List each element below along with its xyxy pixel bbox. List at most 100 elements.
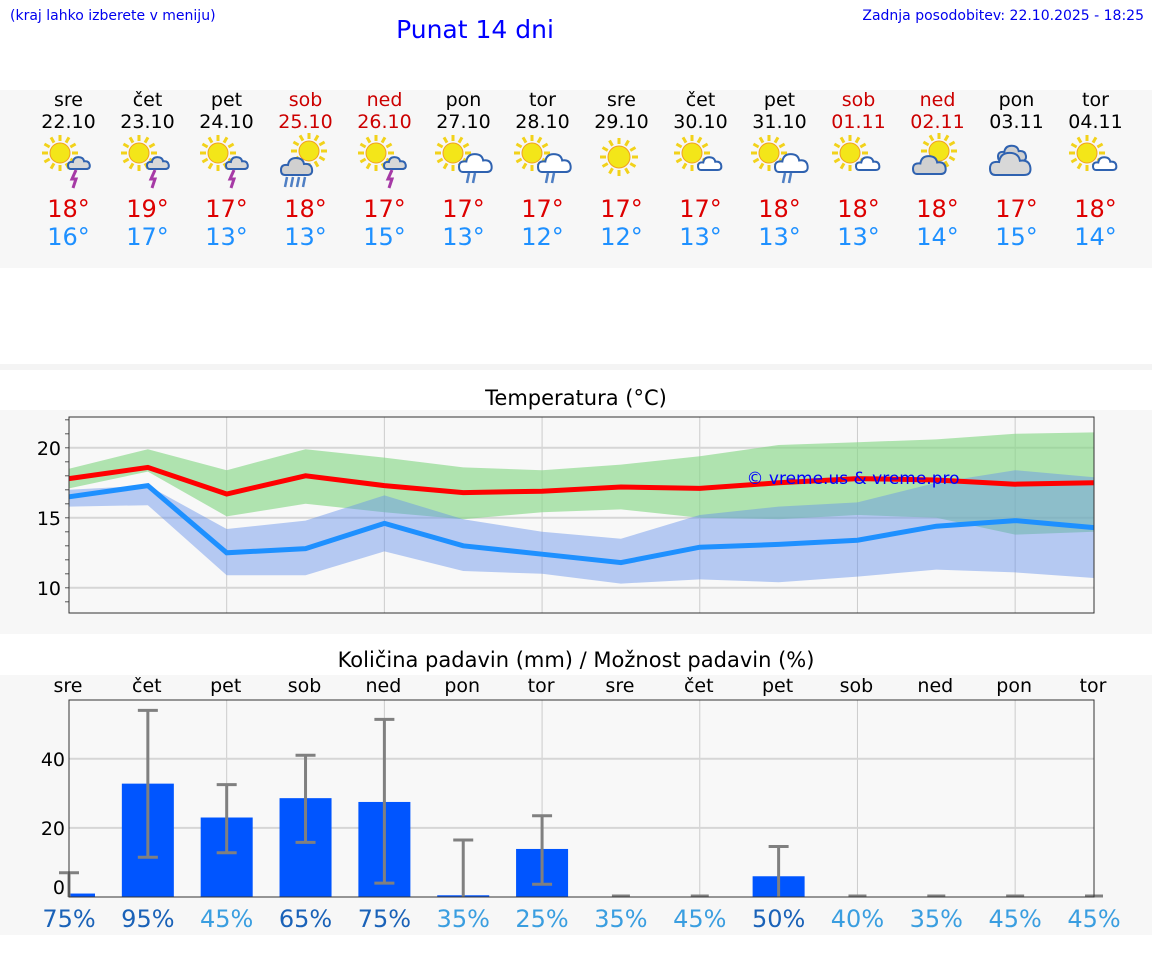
sun-cloud-rain-icon [513, 135, 572, 184]
day-date: 28.10 [515, 111, 570, 133]
day-forecast: tor 28.10 17° 12° [503, 90, 582, 251]
x-category-label: sob [288, 675, 322, 697]
x-category-label: čet [684, 675, 714, 697]
precip-probability: 45% [200, 905, 253, 933]
max-temp: 17° [363, 195, 406, 223]
min-temp: 13° [837, 223, 880, 251]
max-temp: 18° [758, 195, 801, 223]
max-temp: 17° [679, 195, 722, 223]
day-forecast: sob 25.10 18° 13° [266, 89, 345, 252]
sun-icon [599, 138, 638, 176]
max-temp: 17° [521, 195, 564, 223]
sun-small-cloud-icon [673, 135, 722, 172]
x-category-label: tor [1080, 675, 1107, 697]
precip-probability: 35% [910, 905, 963, 933]
day-name: ned [366, 89, 403, 111]
precipitation-chart: 0 20 40 sre 75% čet 95% pet 45% sob 65% ned 75% pon 35… [0, 675, 1152, 935]
max-temp: 19° [126, 195, 169, 223]
x-category-label: pon [996, 675, 1032, 697]
x-category-label: čet [132, 675, 162, 697]
max-temp: 18° [916, 195, 959, 223]
precip-probability: 40% [831, 905, 884, 933]
day-date: 31.10 [752, 111, 807, 133]
sun-cloud-thunder-icon [41, 135, 91, 189]
min-temp: 13° [442, 223, 485, 251]
day-forecast: čet 30.10 17° 13° [661, 90, 740, 252]
day-forecast: sob 01.11 18° 13° [819, 89, 898, 252]
precip-probability: 50% [752, 905, 805, 933]
day-name: sre [54, 89, 83, 111]
y-tick-label: 0 [53, 877, 65, 899]
day-date: 24.10 [199, 111, 254, 133]
min-temp: 16° [47, 223, 90, 251]
sun-small-cloud-icon [831, 135, 880, 172]
temperature-chart: 10 15 20 © vreme.us & vreme.pro [0, 410, 1152, 634]
max-temp: 17° [600, 195, 643, 223]
sun-grey-cloud-icon [911, 133, 957, 175]
min-temp: 15° [995, 223, 1038, 251]
sun-cloud-rain-icon [750, 135, 809, 184]
day-name: sob [841, 89, 876, 111]
min-temp: 13° [758, 223, 801, 251]
precip-probability: 45% [673, 905, 726, 933]
sun-small-cloud-icon [1068, 135, 1117, 172]
x-category-label: sre [54, 675, 83, 697]
y-tick-label: 20 [41, 818, 65, 840]
daily-forecast-strip: sre 22.10 18° 16° čet 23.10 19° 17° pet 24… [0, 90, 1152, 268]
y-tick-label: 10 [37, 578, 61, 600]
day-date: 02.11 [910, 111, 965, 133]
min-temp: 13° [679, 223, 722, 251]
day-date: 23.10 [120, 111, 175, 133]
day-date: 22.10 [41, 111, 96, 133]
temperature-chart-title: Temperatura (°C) [485, 386, 667, 410]
sun-cloud-thunder-icon [199, 135, 249, 189]
day-forecast: sre 22.10 18° 16° [29, 89, 108, 252]
day-date: 30.10 [673, 111, 728, 133]
precip-bar [69, 893, 95, 897]
precip-probability: 45% [1067, 905, 1120, 933]
max-temp: 17° [442, 195, 485, 223]
day-date: 26.10 [357, 111, 412, 133]
plot-frame [68, 416, 1095, 614]
day-name: sre [607, 89, 636, 111]
max-range-band [69, 432, 1094, 535]
sun-cloud-thunder-icon [357, 135, 407, 189]
max-temp: 18° [837, 195, 880, 223]
precipitation-chart-title: Količina padavin (mm) / Možnost padavin … [337, 648, 815, 672]
day-forecast: pet 31.10 18° 13° [740, 90, 819, 251]
plot-frame [68, 699, 1095, 898]
day-forecast: pon 27.10 17° 13° [424, 90, 503, 251]
min-temp: 13° [205, 223, 248, 251]
day-name: pet [210, 89, 243, 111]
day-forecast: čet 23.10 19° 17° [108, 90, 187, 252]
min-temp: 14° [916, 223, 959, 251]
day-date: 25.10 [278, 111, 333, 133]
day-name: sob [288, 89, 323, 111]
min-temp: 12° [521, 223, 564, 251]
x-category-label: pet [210, 675, 241, 697]
day-date: 04.11 [1068, 111, 1123, 133]
precip-probability: 75% [42, 905, 95, 933]
min-temp-line [68, 482, 1095, 566]
day-date: 01.11 [831, 111, 886, 133]
day-date: 03.11 [989, 111, 1044, 133]
precip-probability: 45% [988, 905, 1041, 933]
day-forecast: tor 04.11 18° 14° [1056, 89, 1135, 252]
x-category-label: tor [528, 675, 555, 697]
overcast-icon [988, 144, 1031, 176]
x-category-label: sob [840, 675, 874, 697]
min-temp: 17° [126, 223, 169, 251]
day-forecast: pet 24.10 17° 13° [187, 89, 266, 252]
min-temp: 12° [600, 223, 643, 251]
max-temp: 18° [47, 195, 90, 223]
precip-probability: 75% [358, 905, 411, 933]
day-name: tor [1082, 89, 1109, 111]
day-name: pon [445, 89, 482, 111]
day-forecast: pon 03.11 17° 15° [977, 90, 1056, 251]
sun-cloud-heavy-rain-icon [279, 133, 327, 188]
precip-probability: 65% [279, 905, 332, 933]
precip-probability: 95% [121, 905, 174, 933]
x-category-label: ned [917, 675, 953, 697]
min-range-band [69, 470, 1094, 584]
temperature-chart-svg: 10 15 20 © vreme.us & vreme.pro [37, 416, 1095, 614]
